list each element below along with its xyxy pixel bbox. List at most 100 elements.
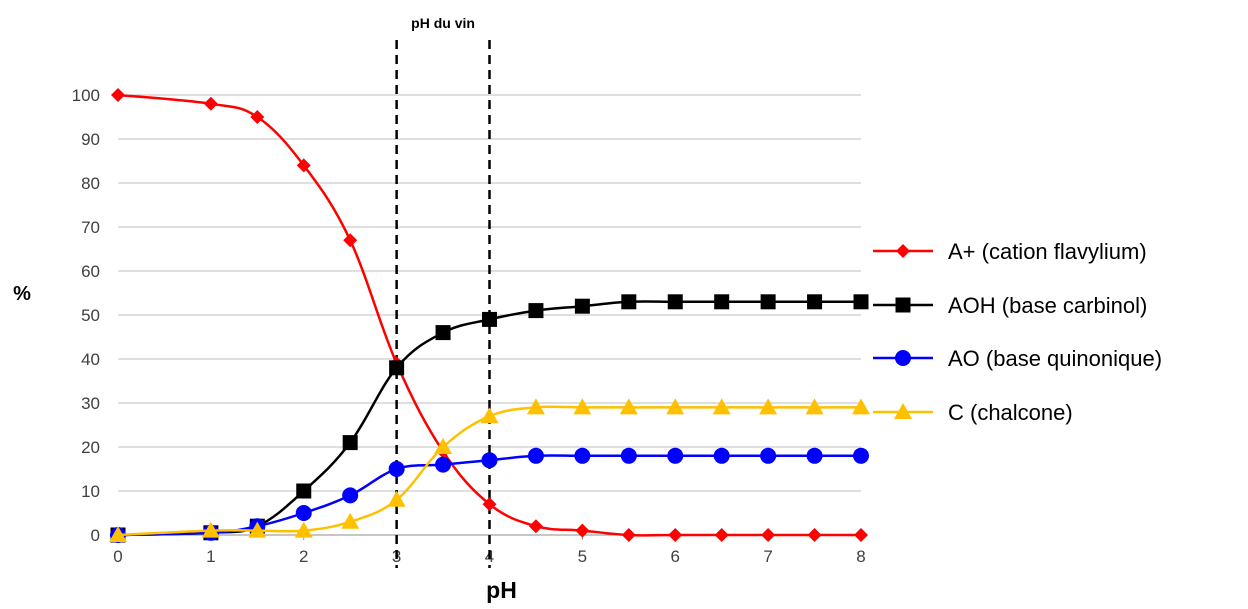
- data-point-diamond: [896, 244, 910, 258]
- data-point-square: [895, 297, 911, 313]
- y-axis: 0 10 20 30 40 50 60 70 80 90 100: [72, 86, 100, 545]
- data-point-diamond: [668, 528, 683, 542]
- data-point-diamond: [203, 96, 218, 111]
- data-point-triangle: [201, 521, 220, 538]
- legend-item: A+ (cation flavylium): [873, 239, 1147, 264]
- data-point-triangle: [526, 398, 545, 415]
- data-point-circle: [388, 461, 405, 477]
- data-point-square: [435, 325, 451, 341]
- data-point-diamond: [343, 233, 358, 248]
- y-tick-label: 60: [81, 262, 100, 281]
- legend-label: C (chalcone): [948, 400, 1073, 425]
- data-point-circle: [295, 505, 312, 521]
- data-point-triangle: [852, 398, 870, 415]
- data-point-circle: [667, 447, 684, 464]
- data-point-diamond: [111, 88, 125, 102]
- data-point-triangle: [759, 398, 778, 415]
- y-tick-label: 50: [81, 306, 100, 325]
- data-point-triangle: [573, 398, 592, 415]
- data-point-circle: [895, 350, 911, 366]
- data-point-diamond: [854, 528, 868, 542]
- y-tick-label: 40: [81, 350, 100, 369]
- series-0: [111, 88, 868, 542]
- data-point-triangle: [805, 398, 824, 415]
- data-point-circle: [806, 447, 823, 464]
- y-tick-label: 70: [81, 218, 100, 237]
- x-tick-label: 7: [763, 547, 772, 566]
- data-point-diamond: [714, 528, 729, 542]
- data-point-diamond: [482, 497, 497, 512]
- data-point-circle: [435, 456, 452, 473]
- data-point-square: [528, 303, 544, 319]
- y-tick-label: 30: [81, 394, 100, 413]
- data-point-triangle: [619, 398, 638, 415]
- x-tick-label: 1: [206, 547, 215, 566]
- data-point-triangle: [434, 438, 453, 454]
- data-point-triangle: [294, 521, 313, 538]
- x-tick-label: 0: [113, 547, 122, 566]
- data-point-diamond: [250, 110, 265, 124]
- data-point-triangle: [341, 512, 360, 529]
- data-point-circle: [527, 447, 544, 464]
- y-tick-label: 100: [72, 86, 100, 105]
- x-tick-label: 5: [578, 547, 587, 566]
- data-point-square: [342, 435, 358, 451]
- series-line: [117, 405, 861, 537]
- data-point-triangle: [480, 407, 499, 424]
- data-point-diamond: [575, 523, 590, 538]
- data-point-circle: [713, 447, 730, 464]
- legend-item: AO (base quinonique): [873, 346, 1162, 371]
- annotation-ph-du-vin: pH du vin: [411, 15, 475, 31]
- data-point-square: [760, 294, 776, 310]
- legend-item: AOH (base carbinol): [873, 293, 1147, 318]
- data-point-square: [389, 360, 405, 376]
- data-point-triangle: [248, 521, 267, 538]
- data-point-square: [482, 311, 497, 327]
- legend-label: A+ (cation flavylium): [948, 239, 1147, 264]
- data-point-square: [667, 294, 683, 310]
- data-point-square: [296, 483, 312, 499]
- data-point-diamond: [296, 158, 311, 173]
- data-point-diamond: [761, 528, 776, 542]
- series-3: [109, 398, 870, 542]
- y-tick-label: 90: [81, 130, 100, 149]
- x-tick-label: 6: [671, 547, 680, 566]
- legend-item: C (chalcone): [873, 400, 1073, 425]
- legend: A+ (cation flavylium) AOH (base carbinol)…: [873, 239, 1162, 425]
- y-axis-title: %: [13, 283, 31, 305]
- data-point-triangle: [387, 490, 406, 507]
- data-point-square: [714, 294, 730, 310]
- data-point-triangle: [666, 398, 685, 415]
- data-point-circle: [481, 452, 498, 469]
- data-point-circle: [853, 447, 869, 464]
- data-point-circle: [620, 447, 637, 464]
- data-point-square: [853, 294, 869, 310]
- x-axis-title: pH: [486, 577, 517, 603]
- x-tick-label: 8: [856, 547, 865, 566]
- data-point-diamond: [621, 528, 636, 542]
- series-1: [110, 294, 869, 543]
- series-line: [117, 454, 861, 537]
- legend-label: AO (base quinonique): [948, 346, 1162, 371]
- data-point-square: [621, 294, 637, 310]
- x-tick-label: 2: [299, 547, 308, 566]
- data-point-circle: [760, 447, 777, 464]
- y-tick-label: 80: [81, 174, 100, 193]
- data-point-square: [807, 294, 823, 310]
- series-line: [117, 300, 861, 537]
- data-point-triangle: [109, 526, 127, 542]
- y-tick-label: 20: [81, 438, 100, 457]
- data-point-diamond: [528, 519, 543, 534]
- y-tick-label: 0: [91, 526, 100, 545]
- data-point-circle: [574, 447, 591, 464]
- data-point-triangle: [894, 403, 912, 419]
- data-point-square: [574, 298, 590, 314]
- data-point-diamond: [807, 528, 822, 542]
- y-tick-label: 10: [81, 482, 100, 501]
- legend-label: AOH (base carbinol): [948, 293, 1147, 318]
- reference-lines: [395, 40, 491, 568]
- data-point-triangle: [712, 398, 731, 415]
- plot-area: [109, 88, 870, 543]
- data-point-circle: [342, 487, 359, 504]
